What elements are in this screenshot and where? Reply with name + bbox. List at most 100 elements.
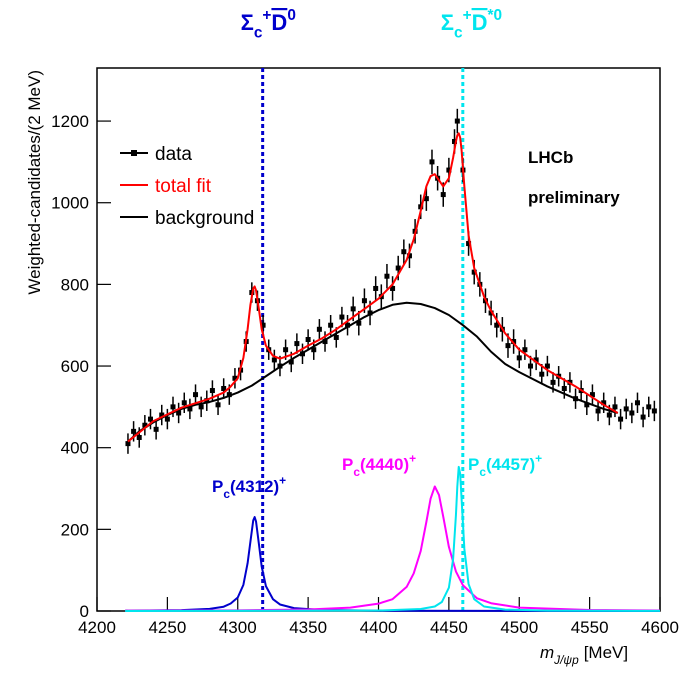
label-part: (4440) — [360, 455, 409, 474]
fit-curve — [125, 485, 661, 612]
y-tick-label: 1200 — [51, 112, 89, 131]
label-part: + — [409, 451, 416, 465]
data-point — [170, 404, 176, 410]
label-part: J/ψp — [553, 653, 579, 667]
data-point — [640, 414, 646, 420]
label-part: c — [479, 465, 486, 479]
data-point — [232, 375, 238, 381]
rich-label: Pc(4312)+ — [212, 473, 286, 501]
data-point — [446, 167, 452, 173]
data-point — [260, 322, 266, 328]
label-part: P — [342, 455, 353, 474]
x-tick-label: 4250 — [148, 618, 186, 637]
data-point — [142, 422, 148, 428]
data-point — [288, 359, 294, 365]
data-point — [618, 416, 624, 422]
label-part: c — [254, 25, 263, 42]
data-point — [294, 341, 300, 347]
data-point — [390, 285, 396, 291]
data-point — [544, 363, 550, 369]
data-point — [651, 408, 657, 414]
label-part: D — [472, 10, 488, 35]
data-point — [198, 404, 204, 410]
data-point — [401, 249, 407, 255]
data-point — [595, 408, 601, 414]
rich-label: Σc+D*0 — [441, 7, 502, 42]
data-point — [367, 310, 373, 316]
data-point — [471, 269, 477, 275]
data-point — [136, 434, 142, 440]
label-part: P — [468, 455, 479, 474]
data-point — [573, 396, 579, 402]
data-point — [209, 388, 215, 394]
data-point — [277, 363, 283, 369]
data-point — [516, 355, 522, 361]
label-part: c — [454, 25, 463, 42]
x-tick-label: 4450 — [430, 618, 468, 637]
fit-curve — [127, 301, 619, 443]
data-point — [271, 357, 277, 363]
x-tick-label: 4550 — [571, 618, 609, 637]
data-point — [505, 343, 511, 349]
data-point — [629, 410, 635, 416]
data-point — [612, 404, 618, 410]
data-point — [221, 385, 227, 391]
data-point — [345, 322, 351, 328]
data-point — [153, 426, 159, 432]
data-point — [193, 392, 199, 398]
y-axis-title: Weighted-candidates/(2 MeV) — [25, 70, 44, 295]
rich-label: Σc+D0 — [241, 7, 296, 42]
x-tick-label: 4300 — [219, 618, 257, 637]
data-point — [634, 400, 640, 406]
label-part: [MeV] — [584, 643, 628, 662]
y-tick-label: 800 — [61, 275, 89, 294]
data-point — [606, 412, 612, 418]
data-point — [311, 347, 317, 353]
label-part: + — [262, 7, 271, 24]
data-point — [440, 192, 446, 198]
data-point — [204, 398, 210, 404]
x-tick-label: 4200 — [78, 618, 116, 637]
x-tick-label: 4400 — [360, 618, 398, 637]
data-point — [528, 363, 534, 369]
legend-label: background — [155, 208, 254, 229]
fit-curve — [125, 465, 661, 612]
data-point — [584, 402, 590, 408]
data-point — [539, 371, 545, 377]
data-point — [522, 347, 528, 353]
data-point — [181, 400, 187, 406]
x-tick-label: 4500 — [500, 618, 538, 637]
y-tick-label: 0 — [80, 602, 89, 621]
label-part: 0 — [287, 7, 296, 24]
data-point — [423, 196, 429, 202]
data-point — [215, 402, 221, 408]
data-point — [159, 412, 165, 418]
fit-curve — [127, 132, 619, 443]
label-part: D — [271, 10, 287, 35]
label-part: (4312) — [230, 477, 279, 496]
data-point — [283, 347, 289, 353]
data-point — [646, 404, 652, 410]
data-point — [533, 357, 539, 363]
label-part: Σ — [241, 10, 254, 35]
data-point — [454, 118, 460, 124]
label-part: Σ — [441, 10, 454, 35]
label-part: m — [540, 643, 554, 662]
data-point — [299, 351, 305, 357]
y-tick-label: 1000 — [51, 194, 89, 213]
data-point — [131, 428, 137, 434]
data-point — [395, 265, 401, 271]
label-part: + — [535, 451, 542, 465]
data-point — [333, 334, 339, 340]
data-point — [452, 138, 458, 144]
label-part: *0 — [487, 7, 502, 24]
data-point — [550, 379, 556, 385]
data-point — [187, 406, 193, 412]
data-point — [356, 320, 362, 326]
data-point — [511, 339, 517, 345]
legend-label: data — [155, 144, 192, 165]
data-point — [589, 392, 595, 398]
label-part: + — [279, 473, 286, 487]
